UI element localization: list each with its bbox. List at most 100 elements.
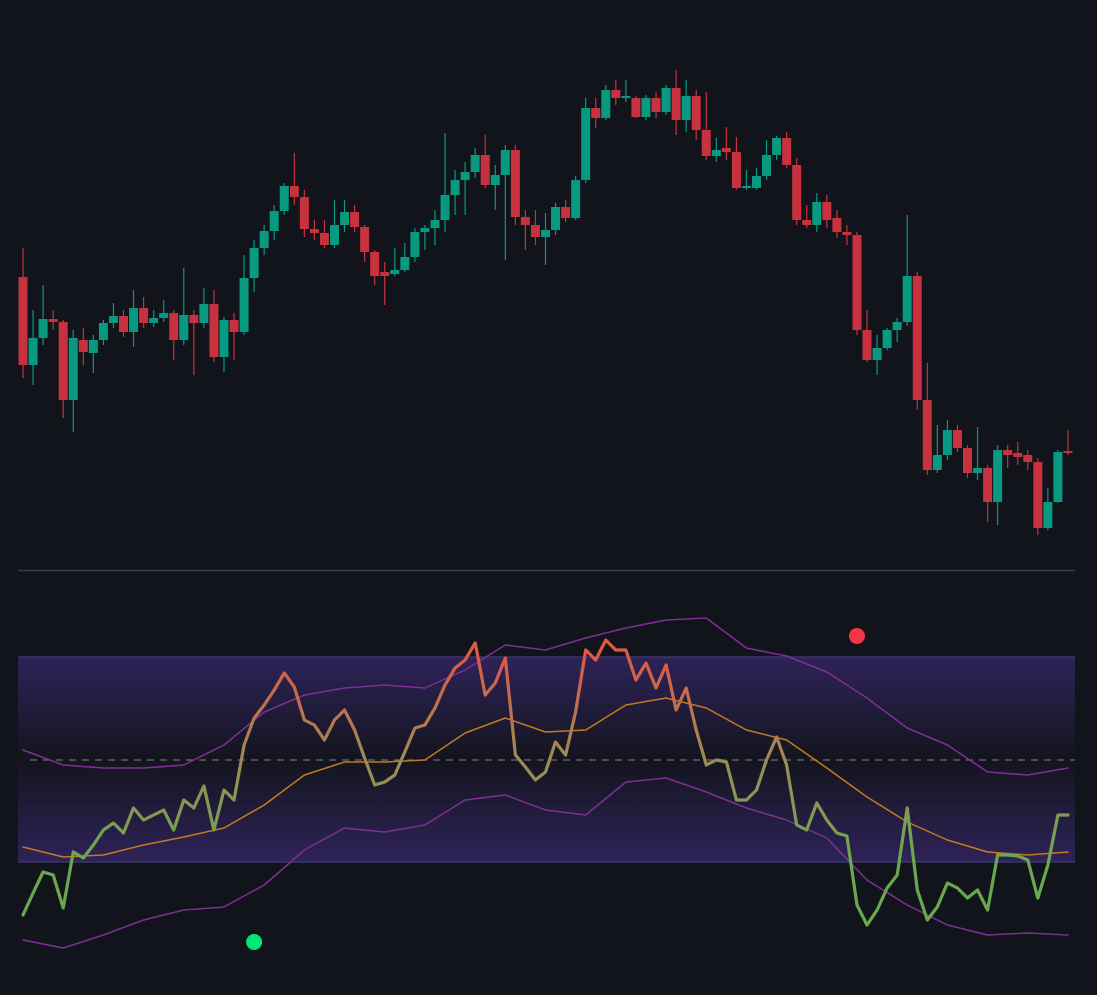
band-line bbox=[22, 777, 1069, 949]
candle-body bbox=[812, 202, 822, 225]
candle-body bbox=[159, 313, 169, 318]
candle-body bbox=[169, 313, 179, 340]
candle-body bbox=[993, 450, 1003, 502]
candle-body bbox=[108, 316, 118, 323]
candle-body bbox=[601, 90, 611, 118]
candle-body bbox=[18, 277, 28, 365]
candle-body bbox=[1013, 453, 1023, 457]
candle-body bbox=[530, 225, 540, 237]
candle-body bbox=[400, 257, 410, 270]
candle-body bbox=[510, 150, 520, 217]
candle-body bbox=[912, 276, 922, 400]
candle-body bbox=[299, 197, 309, 229]
candle-body bbox=[802, 220, 812, 225]
candle-body bbox=[410, 232, 420, 257]
candle-body bbox=[350, 212, 360, 227]
candle-body bbox=[701, 130, 711, 156]
candle-body bbox=[681, 96, 691, 120]
signal-marker bbox=[246, 934, 263, 950]
candle-body bbox=[540, 230, 550, 237]
candle-body bbox=[319, 233, 329, 245]
candle-body bbox=[892, 322, 902, 330]
candle-body bbox=[631, 98, 641, 117]
candle-body bbox=[731, 152, 741, 188]
candle-body bbox=[741, 186, 751, 188]
candle-body bbox=[88, 340, 98, 353]
candle-body bbox=[661, 88, 671, 112]
candle-body bbox=[68, 338, 78, 400]
candle-body bbox=[571, 180, 581, 218]
candle-body bbox=[460, 172, 470, 180]
candle-body bbox=[762, 155, 772, 176]
candle-body bbox=[551, 207, 561, 230]
candle-body bbox=[149, 318, 159, 323]
candle-body bbox=[78, 340, 88, 352]
candle-body bbox=[229, 320, 239, 332]
candle-body bbox=[932, 455, 942, 470]
candle-body bbox=[1063, 451, 1073, 453]
candle-body bbox=[581, 108, 591, 180]
candle-body bbox=[973, 468, 983, 473]
candle-body bbox=[852, 235, 862, 330]
candle-body bbox=[1023, 455, 1033, 462]
candle-body bbox=[832, 218, 842, 232]
candle-body bbox=[209, 304, 219, 357]
candle-body bbox=[862, 330, 872, 360]
band-line bbox=[22, 617, 1069, 776]
candle-body bbox=[279, 186, 289, 211]
candle-body bbox=[269, 211, 279, 231]
candle-body bbox=[289, 186, 299, 197]
candle-body bbox=[922, 400, 932, 470]
candle-body bbox=[239, 278, 249, 332]
candle-body bbox=[360, 227, 370, 252]
candle-body bbox=[952, 430, 962, 448]
candle-body bbox=[983, 468, 993, 502]
candle-body bbox=[882, 330, 892, 348]
candle-body bbox=[822, 202, 832, 220]
candle-body bbox=[340, 212, 350, 225]
candle-body bbox=[98, 323, 108, 340]
candle-body bbox=[561, 207, 571, 218]
candle-body bbox=[500, 150, 510, 175]
candle-body bbox=[219, 320, 229, 357]
candle-body bbox=[721, 148, 731, 152]
candle-body bbox=[129, 308, 139, 332]
candle-body bbox=[842, 232, 852, 235]
candle-body bbox=[902, 276, 912, 322]
candle-body bbox=[782, 138, 792, 165]
candle-body bbox=[450, 180, 460, 195]
candle-body bbox=[420, 228, 430, 232]
candle-body bbox=[38, 319, 48, 338]
candle-body bbox=[792, 165, 802, 220]
signal-line bbox=[22, 697, 1069, 858]
candle-body bbox=[139, 308, 149, 323]
candle-body bbox=[48, 319, 58, 322]
candle-body bbox=[28, 338, 38, 365]
candle-body bbox=[772, 138, 782, 155]
candle-body bbox=[942, 430, 952, 455]
candle-body bbox=[872, 348, 882, 360]
candle-body bbox=[1003, 450, 1013, 455]
candle-body bbox=[58, 322, 68, 400]
candle-body bbox=[329, 225, 339, 245]
candle-body bbox=[641, 98, 651, 117]
candle-body bbox=[691, 96, 701, 130]
candle-body bbox=[1043, 502, 1053, 528]
candle-body bbox=[751, 176, 761, 188]
signal-marker bbox=[848, 628, 865, 644]
candle-body bbox=[1053, 452, 1063, 502]
candle-body bbox=[711, 150, 721, 156]
candle-body bbox=[480, 155, 490, 185]
candle-body bbox=[380, 272, 390, 276]
candle-body bbox=[671, 88, 681, 120]
candle-body bbox=[520, 217, 530, 225]
candle-body bbox=[611, 90, 621, 98]
candle-body bbox=[179, 315, 189, 340]
candle-body bbox=[440, 195, 450, 220]
candle-body bbox=[621, 96, 631, 98]
candle-body bbox=[651, 98, 661, 112]
candle-body bbox=[118, 316, 128, 332]
candle-body bbox=[490, 175, 500, 185]
candle-body bbox=[430, 220, 440, 228]
